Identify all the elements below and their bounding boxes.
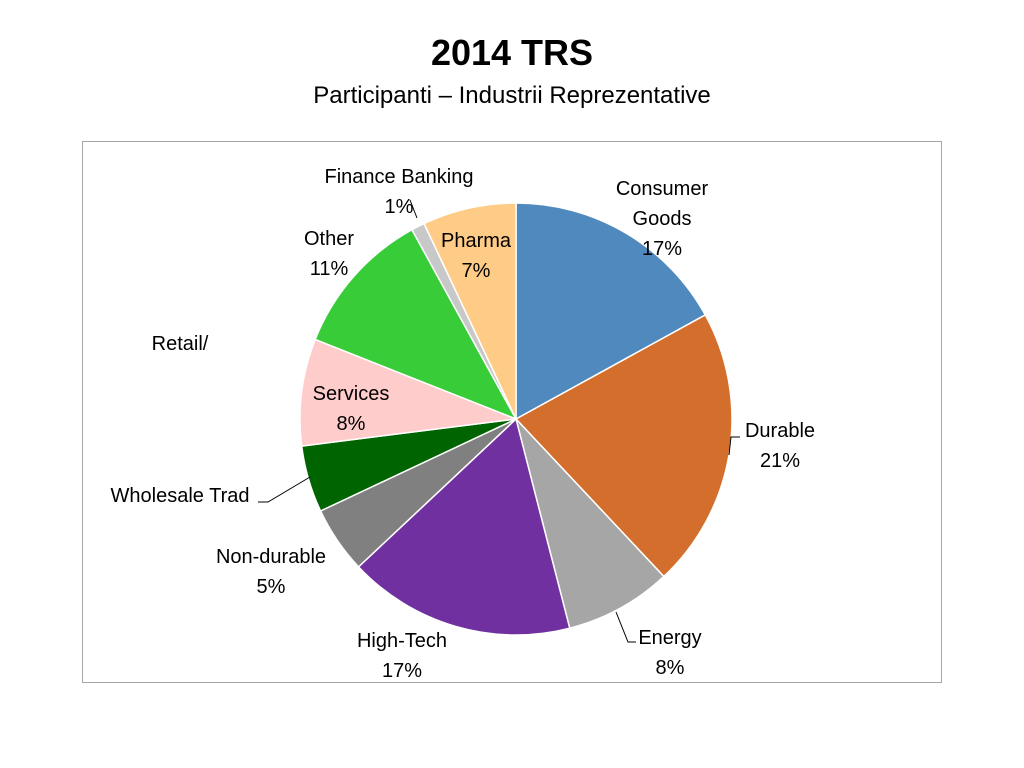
extra-label: Retail/ [152, 333, 209, 355]
slice-label: Durable 21% [745, 420, 815, 472]
leader-line [728, 436, 740, 456]
leader-line [409, 199, 418, 219]
pie-slice [423, 202, 517, 420]
slice-label: Energy 8% [638, 627, 701, 679]
pie-slice [515, 418, 665, 630]
leader-line [615, 611, 636, 643]
pie-slice [299, 338, 517, 447]
pie-slice [515, 202, 707, 421]
slice-label: Wholesale Trad [111, 485, 250, 507]
chart-subtitle: Participanti – Industrii Reprezentative [313, 82, 711, 109]
slice-label: High-Tech 17% [357, 630, 447, 682]
slice-label: Services 8% [313, 383, 390, 435]
chart-area [82, 141, 942, 683]
slice-label: Pharma 7% [441, 230, 512, 282]
leader-line [258, 476, 311, 503]
slice-label: Other 11% [304, 228, 354, 280]
slice-label: Consumer Goods 17% [616, 178, 709, 260]
chart-title: 2014 TRS [430, 32, 594, 73]
pie-slice [314, 228, 518, 421]
pie-slice [357, 417, 571, 636]
slice-label: Non-durable 5% [216, 546, 326, 598]
slice-label: Finance Banking 1% [325, 166, 474, 218]
